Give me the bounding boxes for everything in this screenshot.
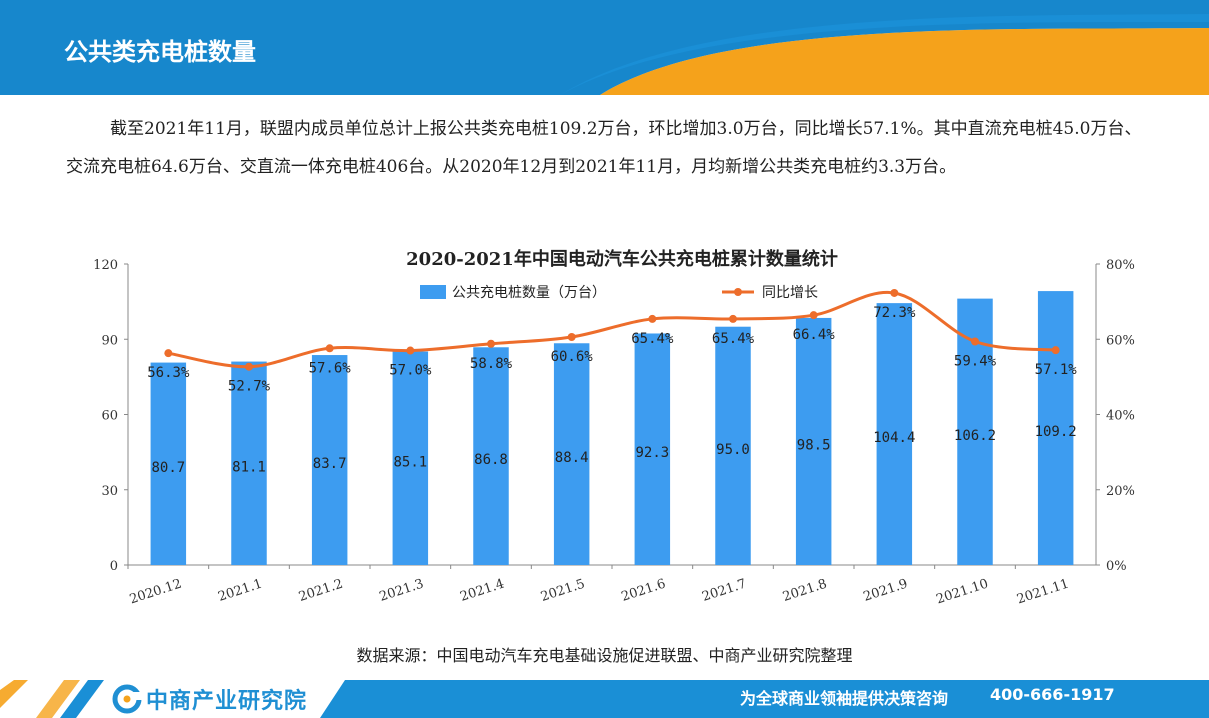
line-value-label: 72.3%	[873, 305, 916, 321]
line-value-label: 65.4%	[631, 331, 674, 347]
footer-slogan: 为全球商业领袖提供决策咨询	[740, 689, 949, 708]
y-left-tick-label: 0	[110, 559, 118, 574]
bar	[473, 347, 509, 565]
y-left-tick-label: 120	[93, 258, 118, 273]
line-value-label: 66.4%	[793, 327, 836, 343]
y-right-tick-label: 0%	[1106, 559, 1127, 574]
line-point	[245, 362, 253, 371]
y-right-tick-label: 60%	[1106, 333, 1135, 348]
logo-text: 中商产业研究院	[146, 689, 308, 714]
line-value-label: 59.4%	[954, 354, 997, 370]
x-tick-label: 2021.9	[862, 577, 910, 605]
line-point	[890, 288, 899, 297]
x-tick-label: 2021.8	[781, 577, 829, 605]
bar	[1037, 291, 1074, 565]
header-background	[0, 0, 1209, 95]
yoy-growth-line	[168, 290, 1056, 369]
bar	[876, 303, 913, 565]
x-tick-label: 2021.5	[539, 577, 587, 605]
x-tick-label: 2021.4	[458, 577, 506, 605]
data-source-note: 数据来源：中国电动汽车充电基础设施促进联盟、中商产业研究院整理	[356, 646, 853, 665]
line-value-label: 56.3%	[147, 365, 190, 381]
x-tick-label: 2021.6	[620, 577, 668, 605]
y-left-tick-label: 30	[101, 484, 118, 499]
y-right-tick-label: 20%	[1106, 484, 1135, 499]
bar-value-label: 80.7	[151, 460, 185, 476]
line-point	[406, 346, 415, 355]
bar	[392, 351, 429, 565]
line-value-label: 58.8%	[470, 356, 513, 372]
bar-value-label: 106.2	[954, 428, 996, 444]
line-point	[648, 314, 657, 323]
footer-bar	[0, 680, 1209, 718]
logo-icon	[112, 684, 142, 714]
bar	[231, 361, 267, 565]
summary-paragraph: 截至2021年11月，联盟内成员单位总计上报公共类充电桩109.2万台，环比增加…	[66, 119, 1142, 177]
bar	[795, 317, 832, 565]
bar-value-label: 98.5	[797, 437, 831, 453]
x-tick-label: 2021.11	[1015, 577, 1071, 608]
line-value-label: 57.6%	[309, 360, 352, 376]
y-right-tick-label: 40%	[1106, 409, 1135, 424]
chart-title: 2020-2021年中国电动汽车公共充电桩累计数量统计	[406, 248, 838, 270]
line-point	[729, 314, 737, 323]
bar-value-label: 104.4	[873, 430, 915, 446]
legend-bar-swatch	[420, 285, 446, 299]
x-tick-label: 2021.10	[934, 577, 990, 608]
bar-value-label: 83.7	[313, 456, 347, 472]
line-value-label: 65.4%	[712, 331, 755, 347]
bar-value-label: 92.3	[635, 445, 669, 461]
footer-phone: 400-666-1917	[990, 685, 1115, 704]
line-point	[164, 349, 173, 358]
x-tick-label: 2020.12	[128, 577, 184, 608]
line-point	[325, 344, 334, 353]
line-point	[567, 332, 576, 341]
line-point	[487, 339, 495, 348]
bar-value-label: 88.4	[555, 450, 589, 466]
bar-value-label: 86.8	[474, 452, 508, 468]
y-left-tick-label: 60	[101, 409, 118, 424]
x-tick-label: 2021.3	[378, 577, 426, 605]
combo-chart: 2020-2021年中国电动汽车公共充电桩累计数量统计 0 30 60 90 120 0% 2…	[93, 248, 1135, 608]
header-banner: 公共类充电桩数量	[0, 0, 1209, 95]
bar	[150, 362, 187, 565]
bar	[553, 343, 590, 565]
line-point	[971, 337, 979, 346]
y-right-tick-label: 80%	[1106, 258, 1135, 273]
legend-line-marker	[734, 288, 742, 296]
bar	[311, 355, 348, 565]
legend-bar-label: 公共充电桩数量（万台）	[452, 284, 606, 301]
y-left-tick-label: 90	[101, 333, 118, 348]
footer-background	[0, 680, 1209, 718]
page-title: 公共类充电桩数量	[64, 38, 256, 66]
bar	[715, 326, 751, 565]
line-value-label: 52.7%	[228, 379, 271, 395]
line-point	[809, 311, 818, 320]
bar-value-label: 95.0	[716, 442, 750, 458]
x-tick-label: 2021.1	[216, 577, 264, 605]
x-tick-label: 2021.7	[700, 577, 748, 605]
bar-value-label: 109.2	[1035, 424, 1077, 440]
line-value-label: 60.6%	[551, 349, 594, 365]
line-value-label: 57.1%	[1035, 362, 1078, 378]
bar-value-label: 81.1	[232, 459, 266, 475]
line-point	[1051, 346, 1060, 355]
bar	[634, 333, 671, 565]
legend-line-label: 同比增长	[762, 285, 818, 301]
line-value-label: 57.0%	[389, 363, 432, 379]
x-tick-label: 2021.2	[297, 577, 345, 605]
bar-value-label: 85.1	[393, 454, 427, 470]
